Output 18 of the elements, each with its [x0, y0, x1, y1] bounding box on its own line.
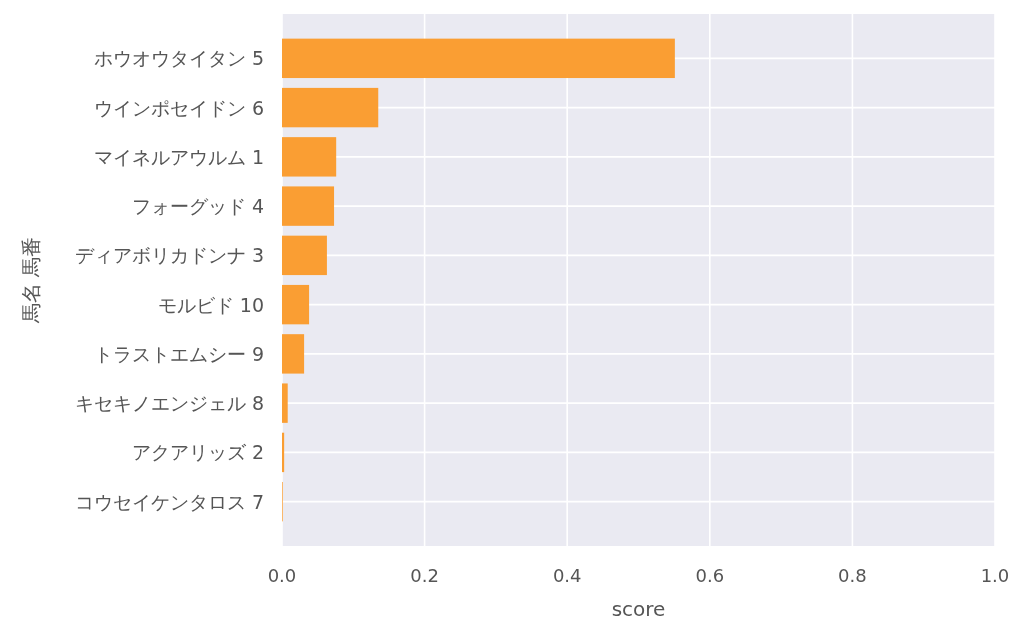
x-tick-label: 0.2 [410, 565, 439, 586]
y-tick-label: コウセイケンタロス 7 [74, 490, 264, 513]
y-tick-label: トラストエムシー 9 [93, 342, 264, 365]
x-tick-label: 0.4 [552, 565, 582, 586]
x-tick-label: 1.0 [980, 565, 1010, 586]
y-tick-label: マイネルアウルム 1 [93, 145, 264, 168]
x-tick-label: 0.8 [838, 565, 867, 586]
y-tick-label: キセキノエンジェル 8 [74, 392, 264, 415]
x-tick-label: 0.0 [267, 565, 297, 586]
y-tick-label: ディアボリカドンナ 3 [74, 244, 264, 267]
y-axis-title: 馬名 馬番 [19, 236, 43, 325]
y-tick-label: アクアリッズ 2 [131, 441, 264, 464]
y-tick-label: モルビド 10 [157, 293, 264, 316]
x-axis-title: score [611, 597, 666, 621]
y-tick-label: ウインポセイドン 6 [93, 96, 264, 119]
x-tick-label: 0.6 [695, 565, 725, 586]
y-tick-label: ホウオウタイタン 5 [93, 47, 264, 70]
y-tick-label: フォーグッド 4 [131, 195, 264, 218]
